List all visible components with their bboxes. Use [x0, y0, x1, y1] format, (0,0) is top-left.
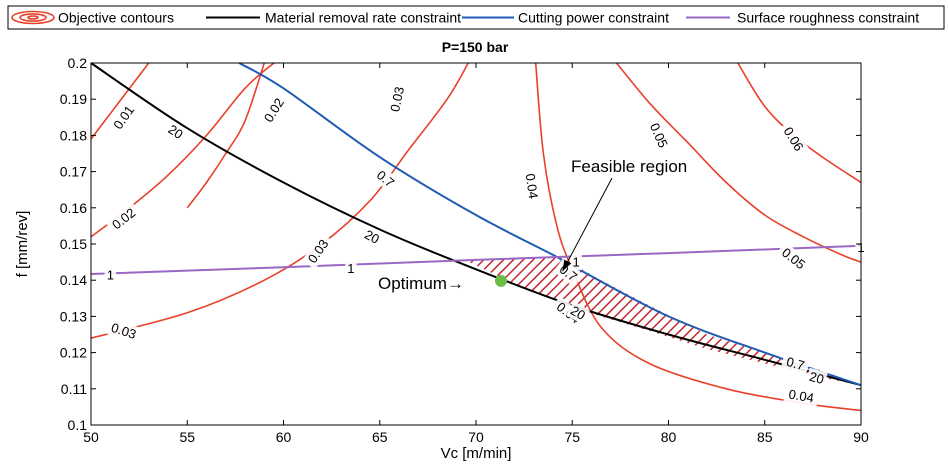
contour-label-group: 0.04 [783, 385, 820, 407]
feasible-region [464, 256, 861, 386]
contour-label: 0.7 [785, 354, 806, 373]
contour-label-bg [104, 267, 116, 284]
y-tick-label: 0.14 [60, 272, 87, 288]
contour-label-bg [345, 260, 357, 277]
chart-title: P=150 bar [442, 39, 509, 55]
contour-label-bg [777, 120, 810, 158]
legend-roughness-label: Surface roughness constraint [737, 10, 919, 26]
y-tick-label: 0.18 [60, 127, 87, 143]
contour-label-bg [780, 352, 811, 375]
feasible-region-arrow [562, 177, 613, 272]
legend-mrr-label: Material removal rate constraint [265, 10, 461, 26]
plot-area [91, 63, 861, 425]
contour-label: 20 [808, 369, 826, 387]
contour-label-bg [553, 258, 584, 288]
contour-label: 0.04 [523, 173, 541, 200]
y-tick-label: 0.15 [60, 236, 87, 252]
y-tick-label: 0.11 [61, 381, 87, 397]
contour-label-group: 20 [565, 301, 591, 325]
y-tick-label: 0.19 [60, 91, 87, 107]
contour-label-bg [783, 385, 820, 407]
contour-label-bg [565, 301, 591, 325]
contour-label-group: 0.7 [780, 352, 811, 375]
contour-label: 1 [572, 255, 579, 270]
objective-contour-0.05 [615, 62, 862, 263]
mrr-constraint-line [90, 62, 862, 387]
y-tick-label: 0.1 [68, 417, 88, 433]
constraint-lines [90, 62, 862, 387]
legend: Objective contours Material removal rate… [7, 5, 945, 30]
feasible-region-arrowhead [562, 259, 572, 272]
x-tick-label: 85 [757, 429, 773, 445]
contour-label: 20 [166, 122, 186, 143]
contour-label-bg [359, 225, 385, 249]
x-axis: 50 55 60 65 70 75 80 85 90 [83, 63, 869, 445]
contour-label: 1 [347, 261, 354, 276]
feasible-region-label: Feasible region [571, 157, 687, 176]
y-axis-label: f [mm/rev] [14, 211, 31, 278]
contour-label-bg [105, 318, 143, 344]
x-tick-label: 80 [661, 429, 677, 445]
y-tick-label: 0.12 [60, 345, 87, 361]
optimum-point [495, 274, 507, 287]
contour-label-group: 1 [570, 254, 582, 271]
objective-contour-0.03 [90, 62, 469, 339]
objective-contour-0.01 [90, 62, 150, 140]
y-axis: 0.1 0.11 0.12 0.13 0.14 0.15 0.16 0.17 0.18 0.19 0… [60, 55, 861, 433]
legend-objective-swatch [11, 10, 55, 25]
contour-label-bg [301, 232, 335, 270]
contour-label-group: 0.04 [521, 168, 543, 204]
contour-label: 1 [107, 268, 114, 283]
objective-contour-0.02 [186, 62, 266, 209]
contour-label-group: 0.03 [105, 318, 143, 344]
contour-label-group: 20 [163, 119, 188, 144]
contour-label: 0.03 [387, 85, 407, 113]
contour-label-bg [385, 81, 409, 118]
y-tick-label: 0.2 [68, 55, 88, 71]
contour-label: 0.03 [109, 320, 138, 342]
contour-label-group: 0.03 [385, 81, 409, 118]
contour-label-group: 20 [805, 367, 828, 389]
x-tick-label: 90 [853, 429, 869, 445]
contour-label-bg [570, 254, 582, 271]
x-axis-label: Vc [m/min] [441, 445, 512, 462]
contour-label: 20 [568, 303, 588, 323]
optimum-label: Optimum→ [378, 274, 464, 293]
objective-contour-0.04 [534, 62, 862, 412]
contour-label-bg [775, 241, 812, 276]
contour-label: 20 [362, 227, 382, 247]
x-tick-label: 55 [179, 429, 195, 445]
contour-label-bg [258, 91, 290, 129]
y-tick-label: 0.16 [60, 200, 87, 216]
roughness-constraint-line [90, 244, 862, 275]
y-tick-label: 0.17 [60, 164, 87, 180]
contour-label-bg [107, 98, 140, 136]
contour-label-bg [370, 164, 401, 194]
annotations: Feasible region Optimum→ [378, 157, 687, 293]
feasible-region-hatch [464, 256, 861, 386]
legend-objective-label: Objective contours [58, 10, 174, 26]
contour-label-group: 1 [104, 267, 116, 284]
legend-power-label: Cutting power constraint [518, 10, 669, 26]
x-tick-label: 75 [564, 429, 580, 445]
contour-label-bg [644, 116, 674, 155]
contour-label-bg [521, 168, 543, 204]
contour-label-bg [105, 202, 142, 236]
contour-label: 0.04 [788, 386, 816, 405]
power-constraint-line [238, 62, 862, 387]
x-tick-label: 70 [468, 429, 484, 445]
x-tick-label: 60 [276, 429, 292, 445]
contour-label-bg [805, 367, 828, 389]
contour-label-group: 1 [345, 260, 357, 277]
x-tick-label: 50 [83, 429, 99, 445]
y-tick-label: 0.13 [60, 308, 87, 324]
x-tick-label: 65 [372, 429, 388, 445]
contour-label-bg [163, 119, 188, 144]
contour-label-group: 20 [359, 225, 385, 249]
